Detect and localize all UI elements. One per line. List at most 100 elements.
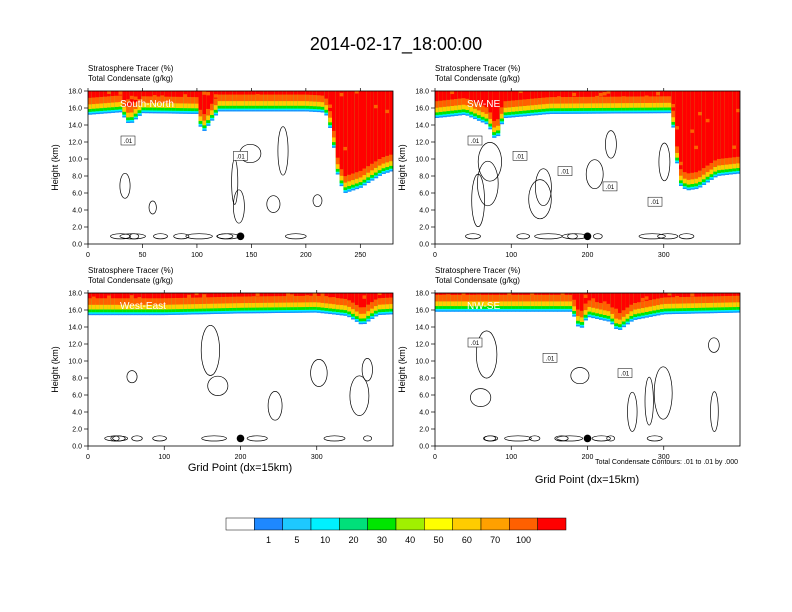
tracer-band <box>659 293 665 305</box>
location-marker <box>236 232 245 241</box>
tracer-band <box>221 293 226 297</box>
contour-label: .01 <box>236 154 245 160</box>
tracer-edge <box>351 189 356 191</box>
tracer-speckle <box>255 94 260 98</box>
tracer-edge <box>690 312 695 314</box>
tracer-band <box>724 293 729 303</box>
tracer-band <box>465 293 470 295</box>
tracer-speckle <box>644 95 649 99</box>
y-tick-label: 8.0 <box>72 376 82 383</box>
tracer-edge <box>309 110 314 112</box>
contour-label: .01 <box>651 200 660 206</box>
tracer-band <box>606 293 611 305</box>
tracer-edge <box>656 314 661 316</box>
tracer-edge <box>236 110 241 112</box>
tracer-band <box>171 293 177 305</box>
contour-blob <box>653 366 673 420</box>
tracer-edge <box>312 311 318 313</box>
contour-label: .01 <box>471 341 480 347</box>
tracer-edge <box>255 110 260 112</box>
contour-label-box <box>647 196 663 207</box>
tracer-band <box>194 91 199 98</box>
tracer-speckle <box>557 96 562 100</box>
tracer-band <box>492 293 497 302</box>
tracer-edge <box>488 127 493 130</box>
panel-header-condensate: Total Condensate (g/kg) <box>435 74 520 83</box>
contour-label-box <box>233 151 248 161</box>
tracer-band <box>248 91 253 95</box>
contour-label-box <box>120 135 136 146</box>
panel-header-condensate: Total Condensate (g/kg) <box>88 276 173 285</box>
tracer-band <box>278 91 283 95</box>
condensate-contours <box>110 126 323 240</box>
tracer-band <box>206 293 211 298</box>
contour-blob <box>644 376 654 426</box>
tracer-speckle <box>236 97 241 101</box>
tracer-edge <box>454 310 459 312</box>
colorbar-swatch <box>480 517 510 531</box>
panel-header-tracer: Stratosphere Tracer (%) <box>88 266 174 275</box>
tracer-band <box>164 91 169 104</box>
tracer-edge <box>637 317 642 320</box>
tracer-edge <box>202 312 207 315</box>
tracer-edge <box>694 312 699 314</box>
tracer-edge <box>671 312 676 315</box>
tracer-band <box>141 293 146 299</box>
tracer-band <box>454 91 459 100</box>
tracer-speckle <box>629 306 634 311</box>
tracer-band <box>728 293 733 296</box>
tracer-band <box>126 293 131 305</box>
tracer-speckle <box>633 304 638 309</box>
contour-low <box>592 233 603 240</box>
tracer-band <box>568 91 573 97</box>
tracer-band <box>103 91 108 104</box>
tracer-edge <box>309 311 314 313</box>
contour-blob <box>267 391 283 421</box>
colorbar-label: 70 <box>490 535 500 545</box>
tracer-band <box>99 91 104 104</box>
tracer-band <box>633 91 638 97</box>
tracer-band <box>484 91 489 108</box>
panel-name: South-North <box>120 99 174 110</box>
tracer-band <box>114 91 119 103</box>
tracer-band <box>663 91 668 103</box>
tracer-edge <box>168 112 173 114</box>
tracer-speckle <box>667 293 672 296</box>
tracer-band <box>221 91 226 95</box>
contour-label: .01 <box>471 139 480 145</box>
tracer-band <box>591 91 596 104</box>
tracer-band <box>450 91 455 100</box>
tracer-edge <box>122 116 127 118</box>
tracer-speckle <box>229 95 234 100</box>
tracer-edge <box>267 110 272 112</box>
tracer-band <box>679 293 684 298</box>
tracer-edge <box>103 112 108 114</box>
tracer-edge <box>545 310 550 312</box>
tracer-edge <box>354 187 360 190</box>
tracer-edge <box>633 112 638 114</box>
x-tick-label: 50 <box>139 252 147 259</box>
tracer-band <box>271 91 276 102</box>
tracer-band <box>179 293 184 298</box>
tracer-edge <box>339 184 344 187</box>
tracer-speckle <box>446 294 451 298</box>
tracer-band <box>312 91 318 96</box>
tracer-band <box>507 91 512 101</box>
tracer-band <box>293 91 299 95</box>
tracer-speckle <box>698 111 703 116</box>
tracer-edge <box>305 110 310 112</box>
tracer-band <box>293 293 299 296</box>
tracer-band <box>583 91 588 97</box>
x-tick-label: 150 <box>246 252 258 259</box>
tracer-edge <box>614 327 619 329</box>
tracer-band <box>179 91 184 97</box>
x-tick-label: 100 <box>505 454 517 461</box>
tracer-band <box>549 293 554 302</box>
tracer-band <box>659 91 665 103</box>
colorbar-swatch <box>424 517 453 531</box>
tracer-band <box>587 91 592 97</box>
tracer-edge <box>618 112 623 114</box>
tracer-edge <box>358 186 363 188</box>
tracer-speckle <box>675 126 680 130</box>
tracer-edge <box>88 313 93 316</box>
